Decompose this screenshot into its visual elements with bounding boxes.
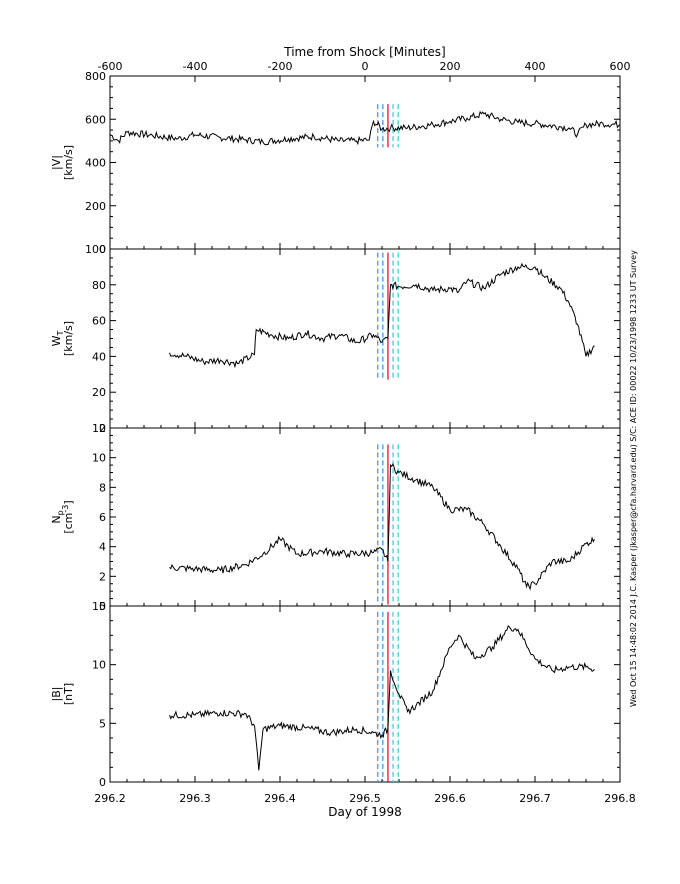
y-tick-label-speed: 800 (85, 70, 106, 83)
side-caption: Wed Oct 15 14:48:02 2014 J.C. Kasper (jk… (629, 250, 638, 707)
y-axis-unit-field: [nT] (62, 683, 75, 705)
y-tick-label-field: 15 (92, 600, 106, 613)
panel-frame-density (109, 427, 621, 607)
y-tick-label-density: 10 (92, 452, 106, 465)
x-tick-label: 296.2 (94, 792, 126, 805)
y-tick-label-density: 6 (99, 511, 106, 524)
x-tick-label: 296.3 (179, 792, 211, 805)
y-tick-label-field: 0 (99, 776, 106, 789)
data-trace-thermal (169, 262, 595, 369)
y-tick-label-thermal: 20 (92, 386, 106, 399)
panel-frame-field (109, 605, 621, 783)
top-x-tick-label: 0 (362, 60, 369, 73)
x-tick-label: 296.4 (264, 792, 296, 805)
y-tick-label-density: 12 (92, 422, 106, 435)
top-x-tick-label: 400 (525, 60, 546, 73)
top-x-tick-label: 600 (610, 60, 631, 73)
y-tick-label-speed: 600 (85, 113, 106, 126)
top-x-tick-label: -200 (268, 60, 293, 73)
top-x-tick-label: -400 (183, 60, 208, 73)
y-axis-label-speed: |V| (50, 155, 63, 170)
y-axis-label-density: Np (50, 510, 65, 523)
y-tick-label-density: 8 (99, 481, 106, 494)
top-x-tick-label: -600 (98, 60, 123, 73)
y-tick-label-thermal: 0 (99, 422, 106, 435)
y-tick-label-field: 5 (99, 717, 106, 730)
top-x-tick-label: 200 (440, 60, 461, 73)
y-tick-label-thermal: 80 (92, 279, 106, 292)
y-axis-label-field: |B| (50, 687, 63, 702)
x-tick-label: 296.8 (604, 792, 636, 805)
data-trace-speed (109, 110, 621, 146)
y-tick-label-speed: 400 (85, 157, 106, 170)
y-tick-label-thermal: 60 (92, 315, 106, 328)
y-axis-label-thermal: WT (50, 331, 65, 347)
y-axis-unit-density: [cm-3] (61, 500, 75, 533)
x-tick-label: 296.6 (434, 792, 466, 805)
y-tick-label-density: 2 (99, 570, 106, 583)
y-tick-label-speed: 200 (85, 200, 106, 213)
y-tick-label-thermal: 100 (85, 243, 106, 256)
x-tick-label: 296.5 (349, 792, 381, 805)
data-trace-field (169, 625, 595, 771)
y-tick-label-thermal: 40 (92, 350, 106, 363)
y-tick-label-speed: 0 (99, 243, 106, 256)
y-tick-label-density: 0 (99, 600, 106, 613)
y-axis-unit-thermal: [km/s] (62, 321, 75, 356)
y-tick-label-density: 4 (99, 541, 106, 554)
panel-frame-speed (109, 75, 621, 250)
bottom-axis-title: Day of 1998 (328, 805, 401, 819)
x-tick-label: 296.7 (519, 792, 551, 805)
y-tick-label-field: 10 (92, 659, 106, 672)
top-axis-title: Time from Shock [Minutes] (283, 45, 445, 59)
y-axis-unit-speed: [km/s] (62, 145, 75, 180)
data-trace-density (169, 463, 595, 591)
